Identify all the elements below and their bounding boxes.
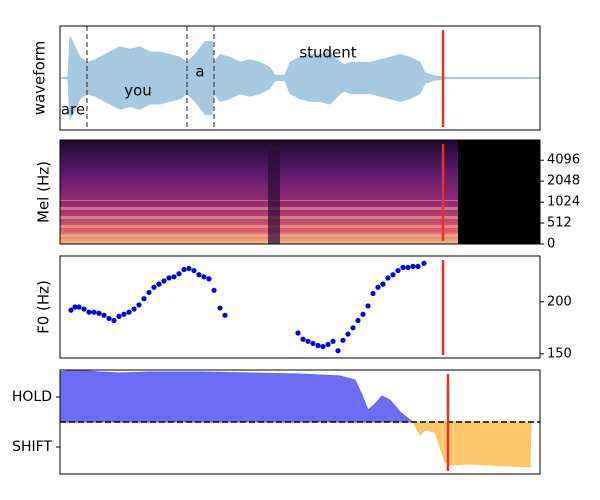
y-tick-label: 150 <box>547 346 572 361</box>
y-tick-label: HOLD <box>12 389 52 405</box>
y-axis-label: waveform <box>31 41 49 116</box>
f0-point <box>166 275 172 281</box>
f0-point <box>365 303 371 309</box>
area <box>59 369 415 423</box>
f0-point <box>325 341 331 348</box>
word-label: a <box>195 62 204 80</box>
f0-point <box>217 305 223 311</box>
f0-point <box>96 310 102 316</box>
f0-point <box>191 267 197 274</box>
f0-point <box>186 265 192 272</box>
f0-point <box>300 336 306 342</box>
f0-point <box>380 281 386 287</box>
f0-point <box>106 315 112 322</box>
f0-point <box>111 317 117 324</box>
y-tick-label: 200 <box>547 294 572 309</box>
f0-point <box>181 266 187 273</box>
word-label: student <box>299 44 356 62</box>
y-tick-label: SHIFT <box>12 439 52 455</box>
f0-point <box>86 309 92 315</box>
f0-point <box>395 267 401 274</box>
f0-point <box>405 264 411 271</box>
f0-point <box>421 260 427 266</box>
f0-point <box>201 274 207 280</box>
f0-point <box>335 348 341 354</box>
f0-point <box>315 342 321 349</box>
f0-point <box>345 331 351 337</box>
f0-point <box>295 330 301 336</box>
f0-point <box>101 312 107 318</box>
f0-point <box>176 271 182 277</box>
f0-point <box>305 338 311 344</box>
f0-point <box>410 263 416 270</box>
y-tick-label: 0 <box>547 237 555 252</box>
f0-point <box>206 276 212 282</box>
f0-point <box>91 309 97 315</box>
y-tick-label: 1024 <box>547 195 580 210</box>
f0-point <box>141 296 147 302</box>
f0-point <box>320 343 326 350</box>
f0-point <box>375 284 381 290</box>
y-tick-label: 2048 <box>547 174 580 189</box>
y-axis-label: F0 (Hz) <box>35 280 53 334</box>
panel-frame <box>59 25 541 131</box>
f0-point <box>415 263 421 270</box>
f0-point <box>222 312 228 318</box>
y-tick-label: 4096 <box>547 153 580 168</box>
f0-point <box>211 287 217 293</box>
f0-point <box>370 290 376 297</box>
f0-point <box>81 306 87 312</box>
panel-frame <box>59 369 541 475</box>
f0-point <box>330 338 336 344</box>
f0-point <box>390 272 396 278</box>
waveform-upper <box>59 36 541 79</box>
y-tick-label: 512 <box>547 216 572 231</box>
f0-point <box>131 306 137 312</box>
f0-point <box>76 304 82 310</box>
f0-point <box>196 272 202 278</box>
spectrogram-image <box>60 140 540 244</box>
panel-frame <box>59 255 541 359</box>
f0-point <box>355 317 361 324</box>
f0-point <box>126 309 132 315</box>
f0-point <box>156 281 162 287</box>
f0-point <box>171 274 177 280</box>
word-label: are <box>61 101 85 119</box>
f0-point <box>385 275 391 281</box>
y-axis-label: Mel (Hz) <box>35 161 53 223</box>
word-label: you <box>124 82 152 100</box>
area <box>412 421 532 468</box>
f0-point <box>350 325 356 331</box>
f0-point <box>310 340 316 347</box>
f0-point <box>121 311 127 317</box>
f0-point <box>72 304 78 310</box>
f0-point <box>151 284 157 290</box>
f0-point <box>400 264 406 271</box>
f0-point <box>116 313 122 319</box>
f0-point <box>68 307 74 313</box>
f0-point <box>161 278 167 284</box>
f0-point <box>136 302 142 308</box>
waveform-lower <box>59 77 541 120</box>
f0-point <box>146 289 152 296</box>
panel-frame <box>59 139 541 245</box>
f0-point <box>340 337 346 343</box>
f0-point <box>360 311 366 317</box>
